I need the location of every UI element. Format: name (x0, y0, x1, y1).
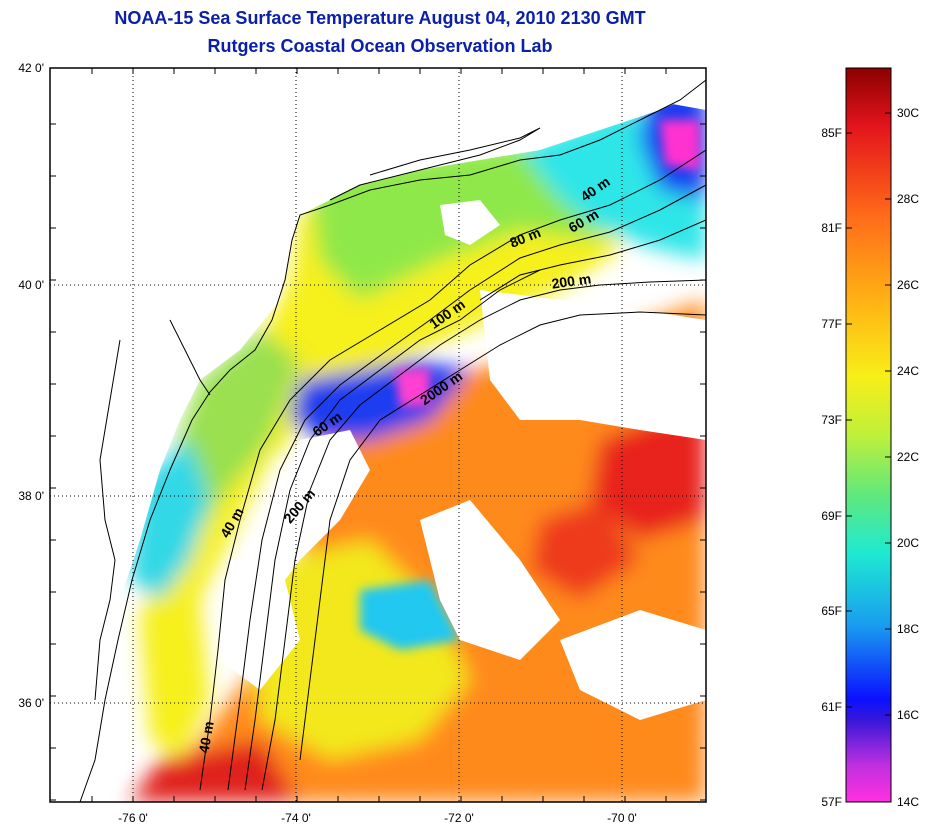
colorbar-f-label: 65F (821, 604, 842, 618)
hot-patch-mid (530, 500, 640, 600)
colorbar-f-label: 73F (821, 413, 842, 427)
isobath-40m (199, 149, 706, 791)
cloud-gap-shelf (250, 430, 370, 600)
coastline-and-isobaths (79, 79, 706, 802)
colorbar-ticks (846, 112, 891, 716)
x-tick-label: -74 0' (281, 811, 311, 825)
x-tick-label: -72 0' (444, 811, 474, 825)
colorbar-f-label: 85F (821, 126, 842, 140)
coldest-magenta-mid (395, 368, 430, 408)
celsius-labels: 30C 28C 26C 24C 22C 20C 18C 16C 14C (897, 106, 919, 809)
isobath-100m (244, 269, 541, 791)
colorbar-c-label: 14C (897, 795, 919, 809)
long-island-coast (329, 127, 541, 201)
cloud-gap-east (480, 290, 706, 440)
colorbar-ramp (845, 67, 892, 803)
isobath-60m (227, 184, 706, 791)
cloud-gap-se (560, 610, 706, 720)
chesapeake-bay-coast (94, 339, 121, 701)
y-tick-label: 38 0' (18, 489, 44, 503)
x-tick-label: -70 0' (607, 811, 637, 825)
y-tick-label: 36 0' (18, 696, 44, 710)
colorbar-c-label: 30C (897, 106, 919, 120)
colorbar-c-label: 24C (897, 364, 919, 378)
hot-patch-south (130, 740, 300, 802)
colorbar-f-label: 61F (821, 700, 842, 714)
map-frame (49, 67, 707, 803)
land-northeast (50, 68, 706, 802)
map-subtitle: Rutgers Coastal Ocean Observation Lab (207, 36, 553, 56)
isobath-label: 40 m (195, 720, 216, 754)
coldest-magenta-ne (660, 120, 700, 170)
colorbar-c-label: 28C (897, 192, 919, 206)
fahrenheit-labels: 85F 81F 77F 73F 69F 65F 61F 57F (821, 126, 842, 809)
colorbar-f-label: 81F (821, 221, 842, 235)
cloud-gap-central (420, 500, 560, 660)
colorbar-c-label: 20C (897, 536, 919, 550)
colorbar-c-label: 18C (897, 622, 919, 636)
colorbar-c-label: 16C (897, 708, 919, 722)
y-axis: 42 0' 40 0' 38 0' 36 0' (18, 61, 44, 710)
graticule (50, 68, 706, 802)
y-tick-label: 40 0' (18, 278, 44, 292)
colorbar-f-label: 77F (821, 317, 842, 331)
delaware-bay-coast (169, 319, 211, 396)
cyan-filament (360, 580, 460, 650)
frame-ticks (50, 68, 706, 802)
colorbar-c-label: 22C (897, 450, 919, 464)
cloud-mask (50, 68, 706, 802)
x-axis: -76 0' -74 0' -72 0' -70 0' (118, 811, 637, 825)
isobath-200m (261, 279, 706, 791)
isobath-2000m (299, 311, 706, 761)
isobath-label: 200 m (551, 270, 593, 291)
colorbar-f-label: 57F (821, 795, 842, 809)
colorbar-f-label: 69F (821, 509, 842, 523)
cloud-gap-north (440, 200, 500, 245)
y-tick-label: 42 0' (18, 61, 44, 75)
sst-field (50, 68, 706, 802)
cloud-gap-south (220, 560, 300, 690)
isobath-80m (479, 219, 706, 301)
colorbar-c-label: 26C (897, 278, 919, 292)
map-title: NOAA-15 Sea Surface Temperature August 0… (114, 8, 646, 28)
x-tick-label: -76 0' (118, 811, 148, 825)
coastline-main (79, 79, 706, 802)
